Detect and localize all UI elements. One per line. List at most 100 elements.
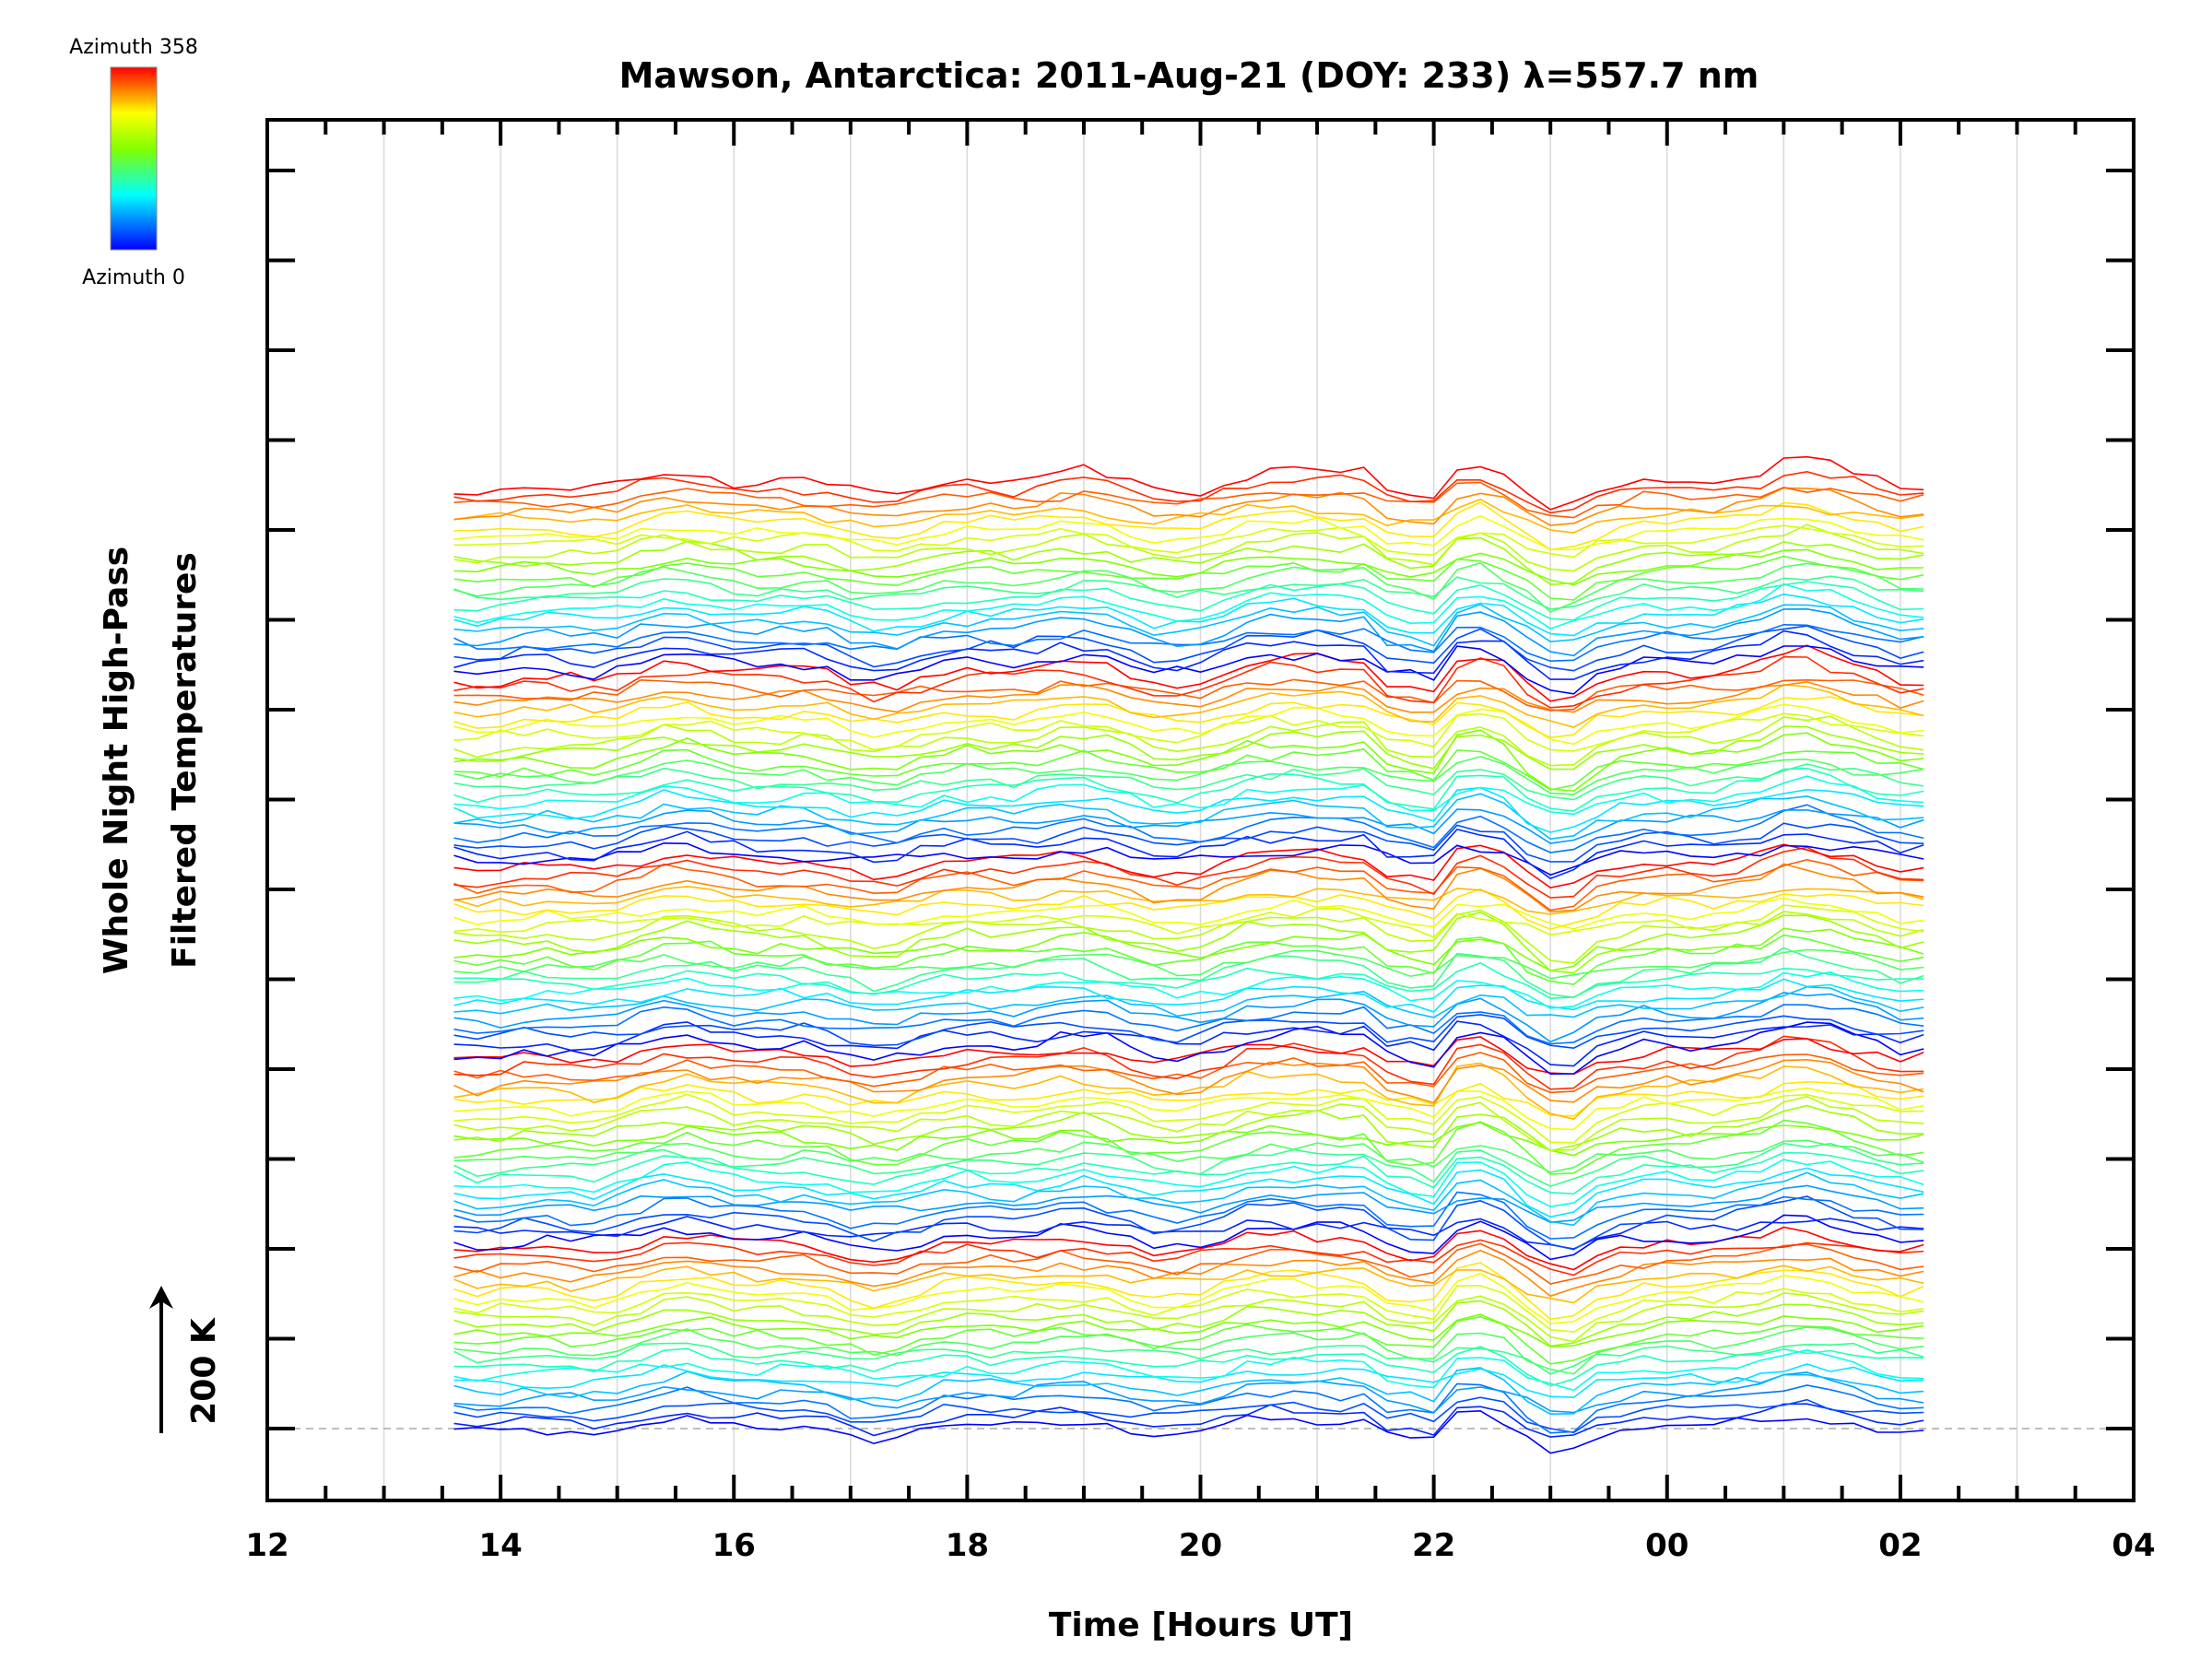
series-line (453, 843, 1924, 889)
series-line (453, 971, 1924, 1009)
x-tick-label: 04 (2112, 1527, 2155, 1564)
series-line (453, 948, 1924, 980)
series-line (453, 808, 1924, 844)
series-line (453, 804, 1924, 853)
y-axis-label-line1: Whole Night High-Pass (98, 547, 135, 974)
series-line (453, 841, 1924, 877)
series-line (453, 934, 1924, 985)
series-line (453, 1020, 1924, 1067)
series-line (453, 644, 1924, 702)
series-line (453, 748, 1924, 791)
series-line (453, 1058, 1924, 1104)
series-line (453, 536, 1924, 586)
series-line (453, 985, 1924, 1018)
series-line (453, 992, 1924, 1043)
series-line (453, 455, 1924, 511)
series-line (453, 625, 1924, 672)
series-line (453, 1285, 1924, 1333)
series-line (453, 1313, 1924, 1348)
y-axis-label-line2: Filtered Temperatures (166, 552, 204, 969)
series-line (453, 1167, 1924, 1218)
series-line (453, 1052, 1924, 1094)
x-tick-label: 12 (245, 1527, 288, 1564)
series-line (453, 927, 1924, 971)
series-line (453, 1080, 1924, 1117)
series-line (453, 593, 1924, 637)
series-line (453, 1342, 1924, 1375)
series-line (453, 888, 1924, 931)
x-tick-label: 16 (712, 1527, 756, 1564)
series-line (453, 729, 1924, 793)
series-line (453, 1409, 1924, 1454)
series-line (453, 829, 1924, 880)
series-line (453, 1272, 1924, 1324)
series-line (453, 1300, 1924, 1347)
series-line (453, 582, 1924, 629)
series-line (453, 1062, 1924, 1121)
series-line (453, 645, 1924, 695)
series-line (453, 562, 1924, 613)
x-tick-label: 00 (1645, 1527, 1688, 1564)
x-axis-label: Time [Hours UT] (1049, 1606, 1353, 1644)
series-line (453, 1265, 1924, 1304)
series-line (453, 548, 1924, 586)
series-line (453, 607, 1924, 657)
series-line (453, 1095, 1924, 1152)
series-line (453, 1139, 1924, 1173)
series-line (453, 487, 1924, 526)
series-line (453, 1403, 1924, 1438)
series-line (453, 725, 1924, 771)
series-line (453, 703, 1924, 746)
series-line (453, 1021, 1924, 1076)
series-line (453, 1262, 1924, 1321)
series-line (453, 1191, 1924, 1240)
colorbar: Azimuth 358 Azimuth 0 (69, 36, 198, 289)
series-line (453, 1326, 1924, 1375)
series-line (453, 1242, 1924, 1285)
series-line (453, 863, 1924, 913)
scale-label: 200 K (185, 1317, 223, 1425)
series-line (453, 1371, 1924, 1414)
series-line (453, 470, 1924, 514)
series-line (453, 1249, 1924, 1298)
series-line (453, 978, 1924, 1013)
colorbar-gradient (110, 66, 158, 251)
series-line (453, 1292, 1924, 1343)
y-axis-label: Whole Night High-Pass Filtered Temperatu… (98, 547, 204, 974)
series-line (453, 1104, 1924, 1152)
series-line (453, 655, 1924, 709)
plot-frame (265, 118, 2136, 1502)
series-line (453, 909, 1924, 964)
series-line (453, 756, 1924, 795)
series-line (453, 1184, 1924, 1224)
series-line (453, 775, 1924, 816)
series-line (453, 715, 1924, 767)
x-tick-label: 20 (1179, 1527, 1222, 1564)
series-line (453, 1093, 1924, 1144)
series-line (453, 911, 1924, 974)
series-line (453, 712, 1924, 752)
series-line (453, 681, 1924, 713)
series-line (453, 629, 1924, 680)
series-line (453, 961, 1924, 999)
series-line (453, 1214, 1924, 1261)
series-line (453, 1215, 1924, 1250)
series-line (453, 1171, 1924, 1227)
series-line (453, 1014, 1924, 1050)
series-line (453, 1195, 1924, 1251)
series-line (453, 684, 1924, 728)
series-line (453, 1346, 1924, 1387)
series-line (453, 575, 1924, 610)
scale-arrow-head (149, 1286, 173, 1309)
colorbar-top-label: Azimuth 358 (69, 36, 198, 59)
series-line (453, 678, 1924, 712)
series-line (453, 1315, 1924, 1365)
x-tick-label: 22 (1412, 1527, 1455, 1564)
series-line (453, 793, 1924, 841)
series-line (453, 858, 1924, 912)
series-line (453, 500, 1924, 551)
series-line (453, 524, 1924, 559)
series-line (453, 1035, 1924, 1090)
series-line (453, 1087, 1924, 1131)
